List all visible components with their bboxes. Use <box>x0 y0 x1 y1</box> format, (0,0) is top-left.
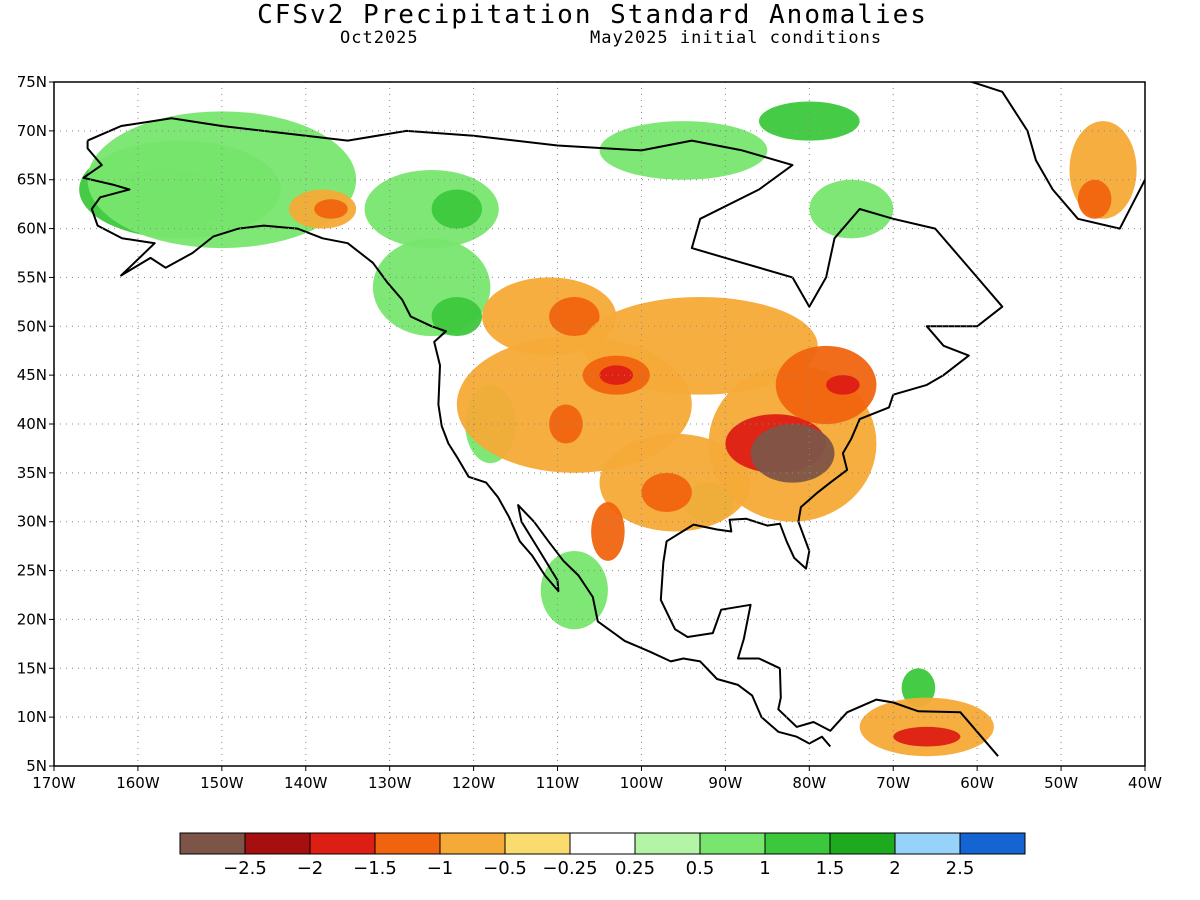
plot-area <box>54 82 1145 766</box>
lat-tick-label-3: 60N <box>17 220 47 238</box>
colorbar-swatch-0 <box>179 832 246 855</box>
valid-month: Oct2025 <box>340 28 419 48</box>
colorbar-swatch-3 <box>374 832 441 855</box>
coastline-2 <box>968 82 1145 230</box>
anomaly-region-13 <box>901 668 936 708</box>
lat-tick-label-9: 30N <box>17 513 47 531</box>
anomaly-region-17 <box>549 296 600 337</box>
colorbar-label-9: 1.5 <box>816 858 845 879</box>
colorbar-swatch-6 <box>569 832 636 855</box>
anomaly-region-15 <box>314 199 348 219</box>
lat-tick-label-5: 50N <box>17 317 47 335</box>
anomaly-region-3 <box>364 169 499 249</box>
lat-tick-label-8: 35N <box>17 464 47 482</box>
colorbar-swatch-12 <box>959 832 1026 855</box>
colorbar-swatch-11 <box>894 832 961 855</box>
lon-tick-label-7: 100W <box>620 774 664 792</box>
anomaly-region-2 <box>87 111 357 249</box>
anomaly-region-31 <box>893 726 961 747</box>
anomaly-region-9 <box>809 179 894 239</box>
lat-tick-label-13: 10N <box>17 708 47 726</box>
lat-tick-label-14: 5N <box>26 757 47 775</box>
lon-tick-label-3: 140W <box>284 774 328 792</box>
colorbar-swatch-7 <box>634 832 701 855</box>
anomaly-region-7 <box>599 121 768 180</box>
lon-tick-label-5: 120W <box>452 774 496 792</box>
colorbar-label-4: −0.5 <box>483 858 527 879</box>
lon-tick-label-6: 110W <box>536 774 580 792</box>
anomaly-region-21 <box>599 365 634 385</box>
lat-tick-label-1: 70N <box>17 122 47 140</box>
lon-tick-label-0: 170W <box>32 774 76 792</box>
colorbar-swatch-1 <box>244 832 311 855</box>
anomaly-region-24 <box>641 472 692 512</box>
grid-lines <box>54 82 1145 766</box>
lon-tick-label-10: 70W <box>876 774 910 792</box>
axis-ticks: 75N 70N 65N 60N 55N 50N 45N 40N 35N 30N 25N 20N 15N 1… <box>17 73 1162 792</box>
lat-tick-label-10: 25N <box>17 562 47 580</box>
colorbar-label-7: 0.5 <box>686 858 715 879</box>
lon-tick-label-12: 50W <box>1044 774 1078 792</box>
colorbar-swatch-4 <box>439 832 506 855</box>
colorbar-label-5: −0.25 <box>542 858 597 879</box>
anomaly-region-4 <box>431 189 483 229</box>
anomaly-region-27 <box>750 424 835 483</box>
lon-tick-label-1: 160W <box>116 774 160 792</box>
lat-tick-label-2: 65N <box>17 171 47 189</box>
map-title: CFSv2 Precipitation Standard Anomalies <box>257 0 928 30</box>
lon-tick-label-11: 60W <box>960 774 994 792</box>
lat-tick-label-4: 55N <box>17 268 47 286</box>
colorbar-swatch-9 <box>764 832 831 855</box>
anomaly-region-22 <box>549 404 583 444</box>
colorbar-swatch-2 <box>309 832 376 855</box>
colorbar-label-1: −2 <box>297 858 324 879</box>
anomaly-region-34 <box>591 502 625 561</box>
lon-tick-label-9: 80W <box>792 774 826 792</box>
colorbar-label-6: 0.25 <box>615 858 655 879</box>
lat-tick-label-7: 40N <box>17 415 47 433</box>
initial-conditions: May2025 initial conditions <box>590 28 883 48</box>
colorbar-label-10: 2 <box>889 858 900 879</box>
colorbar-label-3: −1 <box>427 858 454 879</box>
lat-tick-label-12: 15N <box>17 659 47 677</box>
anomaly-region-29 <box>826 375 860 395</box>
colorbar-label-11: 2.5 <box>946 858 975 879</box>
anomaly-region-6 <box>431 296 483 337</box>
coastline-1 <box>82 140 832 748</box>
anomaly-region-33 <box>1077 179 1112 219</box>
lat-tick-label-0: 75N <box>17 73 47 91</box>
anomaly-region-11 <box>540 551 608 630</box>
lat-tick-label-11: 20N <box>17 610 47 628</box>
lat-tick-label-6: 45N <box>17 366 47 384</box>
lon-tick-label-13: 40W <box>1128 774 1162 792</box>
colorbar-label-0: −2.5 <box>223 858 267 879</box>
colorbar: −2.5 −2 −1.5 −1 −0.5 −0.25 0.25 0.5 1 1.5 2 2.5 <box>179 832 1026 879</box>
coastline-0 <box>87 117 1004 757</box>
lon-tick-label-2: 150W <box>200 774 244 792</box>
lon-tick-label-4: 130W <box>368 774 412 792</box>
colorbar-swatch-10 <box>829 832 896 855</box>
colorbar-label-8: 1 <box>759 858 770 879</box>
anomaly-region-28 <box>775 345 877 424</box>
colorbar-label-2: −1.5 <box>353 858 397 879</box>
colorbar-swatch-5 <box>504 832 571 855</box>
colorbar-swatch-8 <box>699 832 766 855</box>
anomaly-region-8 <box>758 101 860 141</box>
lon-tick-label-8: 90W <box>708 774 742 792</box>
